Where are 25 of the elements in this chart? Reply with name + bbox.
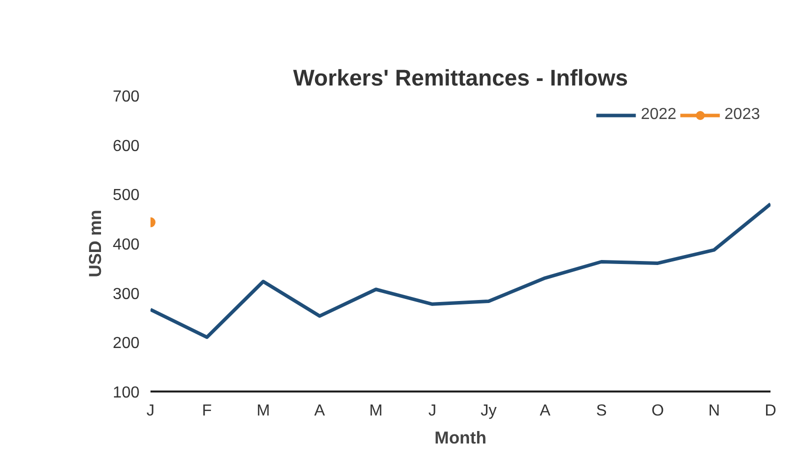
x-tick-label: A xyxy=(540,402,551,420)
y-tick-label: 200 xyxy=(112,335,140,352)
line-series xyxy=(150,202,770,339)
x-axis-title: Month xyxy=(434,428,486,448)
y-tick-label: 600 xyxy=(112,138,140,155)
y-tick-label: 500 xyxy=(112,187,140,204)
x-tick-label: F xyxy=(202,402,212,420)
x-tick-label: M xyxy=(369,402,383,420)
x-tick-label: N xyxy=(708,402,720,420)
x-tick-label: M xyxy=(256,402,270,420)
y-tick-label: 300 xyxy=(112,286,140,303)
chart-title: Workers' Remittances - Inflows xyxy=(293,64,628,90)
legend-label: 2022 xyxy=(640,106,676,124)
x-tick-label: S xyxy=(596,402,607,420)
x-tick-label: J xyxy=(428,402,436,420)
y-tick-label: 700 xyxy=(112,88,140,106)
x-tick-label: O xyxy=(652,402,664,420)
y-axis-title: USD mn xyxy=(84,210,105,278)
x-tick-label: D xyxy=(764,402,776,420)
legend-label: 2023 xyxy=(724,106,760,124)
x-tick-label: A xyxy=(314,402,326,420)
x-tick-label: J xyxy=(146,402,154,420)
x-tick-label: Jy xyxy=(480,402,497,420)
y-tick-label: 400 xyxy=(112,236,140,254)
y-tick-label: 100 xyxy=(112,384,140,402)
